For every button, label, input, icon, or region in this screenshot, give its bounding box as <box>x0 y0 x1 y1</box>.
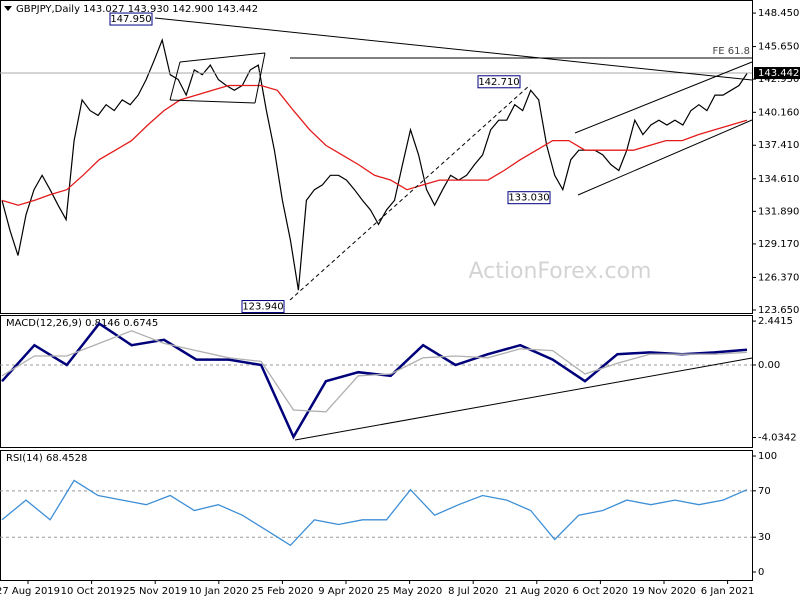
y-tick-label: -4.0342 <box>758 433 797 444</box>
level-label: FE 61.8 <box>712 46 750 57</box>
y-tick-label: 142.930 <box>758 74 799 85</box>
y-tick-label: 140.160 <box>758 107 799 118</box>
x-tick-label: 25 May 2020 <box>377 586 442 597</box>
x-tick-label: 21 Aug 2020 <box>505 586 569 597</box>
y-tick-label: 148.450 <box>758 8 799 19</box>
trendline <box>154 17 753 81</box>
x-tick-label: 25 Nov 2019 <box>123 586 187 597</box>
x-tick-label: 6 Oct 2020 <box>573 586 628 597</box>
series-line <box>1 37 748 291</box>
trendline <box>179 52 266 63</box>
y-tick-label: 129.170 <box>758 239 799 250</box>
y-tick-label: 134.610 <box>758 174 799 185</box>
y-tick-label: 100 <box>758 451 777 462</box>
price-annotation-box <box>241 300 285 314</box>
series-line <box>1 479 748 547</box>
pane-title: GBPJPY,Daily 143.027 143.930 142.900 143… <box>16 4 258 15</box>
series-line <box>1 330 748 413</box>
pane-frame <box>0 315 753 448</box>
price-annotation: 147.950 <box>110 14 151 25</box>
price-annotation-box <box>507 191 551 205</box>
watermark: ActionForex.com <box>469 259 652 284</box>
price-annotation-box <box>109 12 153 26</box>
price-annotation-box <box>477 75 521 89</box>
series-line <box>1 84 748 206</box>
y-tick-label: 0 <box>758 567 764 578</box>
pane-title: RSI(14) 68.4528 <box>6 453 87 464</box>
trendline <box>577 119 753 196</box>
trendline <box>169 61 181 101</box>
y-tick-label: 137.410 <box>758 140 799 151</box>
y-tick-label: 123.650 <box>758 305 799 316</box>
x-tick-label: 27 Aug 2019 <box>0 586 60 597</box>
price-annotation: 133.030 <box>508 193 549 204</box>
y-tick-label: 30 <box>758 532 771 543</box>
trendline <box>254 52 266 104</box>
last-price-label: 143.442 <box>758 68 799 79</box>
x-tick-label: 19 Nov 2020 <box>632 586 696 597</box>
y-tick-label: 70 <box>758 486 771 497</box>
x-tick-label: 9 Apr 2020 <box>318 586 373 597</box>
x-tick-label: 6 Jan 2021 <box>701 586 755 597</box>
title-icon <box>4 6 12 11</box>
price-annotation: 142.710 <box>478 77 519 88</box>
trendline <box>289 84 531 301</box>
y-tick-label: 2.4415 <box>758 316 793 327</box>
y-tick-label: 126.370 <box>758 272 799 283</box>
trendline <box>574 61 753 134</box>
pane-frame <box>0 450 753 581</box>
x-tick-label: 10 Jan 2020 <box>189 586 249 597</box>
x-tick-label: 10 Oct 2019 <box>61 586 123 597</box>
trendline <box>294 357 753 441</box>
last-price-box <box>754 67 800 80</box>
y-tick-label: 145.650 <box>758 42 799 53</box>
x-tick-label: 8 Jul 2020 <box>448 586 498 597</box>
trendline <box>169 99 256 104</box>
pane-frame <box>0 0 753 314</box>
series-line <box>1 321 748 440</box>
y-tick-label: 0.00 <box>758 360 780 371</box>
pane-title: MACD(12,26,9) 0.8146 0.6745 <box>6 318 158 329</box>
x-tick-label: 25 Feb 2020 <box>251 586 313 597</box>
y-tick-label: 131.890 <box>758 206 799 217</box>
price-annotation: 123.940 <box>242 302 283 313</box>
